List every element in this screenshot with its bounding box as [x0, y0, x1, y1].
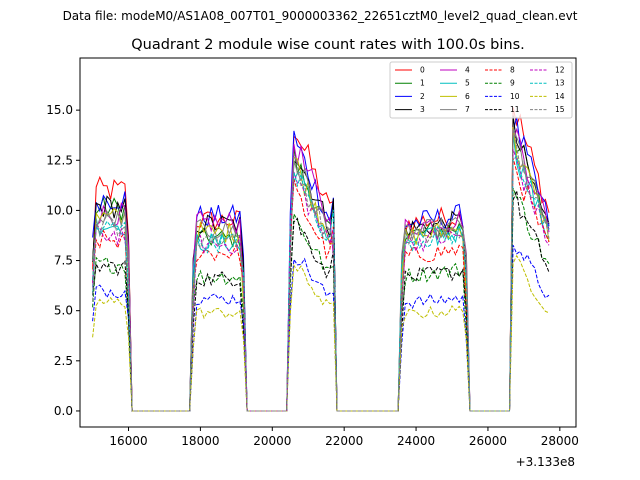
y-tick-label: 10.0: [46, 203, 73, 217]
y-tick-label: 5.0: [54, 304, 73, 318]
y-tick-label: 12.5: [46, 153, 73, 167]
legend-entry-13: 13: [530, 79, 565, 88]
legend-entry-8: 8: [485, 66, 515, 75]
series-line-15: [92, 128, 550, 412]
legend-entry-11: 11: [485, 105, 520, 114]
x-tick-label: 22000: [325, 434, 363, 448]
x-axis: 16000 18000 20000 22000 24000 26000 28000: [109, 427, 579, 448]
legend-entry-2: 2: [395, 92, 425, 101]
chart-title: Quadrant 2 module wise count rates with …: [131, 37, 525, 53]
legend-entry-5: 5: [440, 79, 470, 88]
x-axis-offset-label: +3.133e8: [516, 455, 575, 469]
y-tick-label: 0.0: [54, 404, 73, 418]
legend-label: 2: [420, 92, 425, 101]
legend-entry-6: 6: [440, 92, 470, 101]
axes-frame: [79, 57, 577, 428]
legend-entry-9: 9: [485, 79, 515, 88]
series-line-13: [92, 155, 550, 412]
legend-label: 1: [420, 79, 425, 88]
x-tick-label: 26000: [469, 434, 507, 448]
legend-label: 15: [555, 105, 565, 114]
x-tick-label: 18000: [181, 434, 219, 448]
legend-entry-15: 15: [530, 105, 565, 114]
y-tick-label: 2.5: [54, 354, 73, 368]
x-tick-label: 16000: [109, 434, 147, 448]
legend-label: 11: [510, 105, 520, 114]
legend-label: 5: [465, 79, 470, 88]
figure-suptitle: Data file: modeM0/AS1A08_007T01_90000033…: [63, 9, 578, 23]
legend-label: 6: [465, 92, 470, 101]
series-lines: [92, 107, 550, 412]
legend-entry-12: 12: [530, 66, 565, 75]
legend-label: 7: [465, 105, 470, 114]
legend-entry-0: 0: [395, 66, 425, 75]
x-tick-label: 28000: [541, 434, 579, 448]
legend-entry-10: 10: [485, 92, 520, 101]
y-tick-label: 15.0: [46, 103, 73, 117]
legend-label: 3: [420, 105, 425, 114]
legend-label: 14: [555, 92, 565, 101]
legend-entry-14: 14: [530, 92, 565, 101]
y-tick-label: 7.5: [54, 254, 73, 268]
series-line-14: [92, 254, 550, 412]
legend-label: 10: [510, 92, 520, 101]
y-axis: 0.0 2.5 5.0 7.5 10.0 12.5 15.0: [46, 103, 80, 418]
legend-label: 0: [420, 66, 425, 75]
legend-label: 13: [555, 79, 565, 88]
legend-box: [389, 61, 573, 119]
legend-entry-1: 1: [395, 79, 425, 88]
legend-entry-4: 4: [440, 66, 470, 75]
legend-label: 4: [465, 66, 470, 75]
x-tick-label: 24000: [397, 434, 435, 448]
legend-label: 12: [555, 66, 565, 75]
legend-entry-3: 3: [395, 105, 425, 114]
legend-label: 8: [510, 66, 515, 75]
legend-label: 9: [510, 79, 515, 88]
x-tick-label: 20000: [253, 434, 291, 448]
legend-entry-7: 7: [440, 105, 470, 114]
